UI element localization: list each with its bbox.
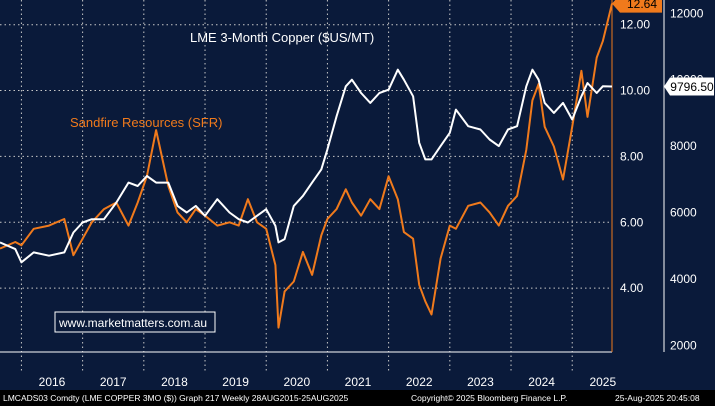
sfr-title: Sandfire Resources (SFR)	[70, 115, 222, 130]
left-axis-tick-label: 8.00	[620, 149, 644, 163]
copper-last-value-text: 9796.50	[670, 80, 714, 94]
sfr-last-value-label: 12.64	[612, 0, 662, 13]
year-tick-label: 2016	[39, 375, 66, 389]
watermark-box	[54, 311, 216, 333]
right-axis-tick-label: 6000	[670, 206, 697, 220]
year-tick-label: 2021	[345, 375, 372, 389]
sfr-last-value-tag	[612, 0, 662, 13]
year-tick-label: 2024	[528, 375, 555, 389]
left-axis-tick-label: 4.00	[620, 281, 644, 295]
year-tick-label: 2019	[222, 375, 249, 389]
left-axis-tick-label: 6.00	[620, 215, 644, 229]
footer-source: LMCADS03 Comdty (LME COPPER 3MO ($)) Gra…	[3, 393, 349, 403]
value-labels: 12.64 9796.50	[612, 0, 714, 96]
axes: 2016 2017 2018 2019 2020 2021 2022 2023 2024 2025…	[0, 0, 704, 389]
chart: 2016 2017 2018 2019 2020 2021 2022 2023 2024 2025…	[0, 0, 715, 390]
footer-timestamp: 25-Aug-2025 20:45:08	[615, 393, 700, 403]
sfr-series-line	[0, 3, 613, 329]
year-tick-label: 2018	[161, 375, 188, 389]
right-axis-tick-label: 12000	[670, 6, 704, 20]
left-axis-tick-label: 10.00	[620, 84, 650, 98]
year-tick-label: 2023	[467, 375, 494, 389]
right-axis-tick-label: 4000	[670, 272, 697, 286]
year-tick-label: 2025	[589, 375, 616, 389]
copper-last-value-label: 9796.50	[664, 77, 714, 96]
left-axis-tick-label: 12.00	[620, 18, 650, 32]
right-axis-tick-label: 2000	[670, 338, 697, 352]
footer-bar: LMCADS03 Comdty (LME COPPER 3MO ($)) Gra…	[0, 390, 715, 406]
copper-title: LME 3-Month Copper ($US/MT)	[190, 30, 374, 45]
sfr-last-value-text: 12.64	[627, 0, 657, 11]
copper-last-value-tag	[664, 77, 714, 96]
year-tick-label: 2022	[406, 375, 433, 389]
footer-copyright: Copyright© 2025 Bloomberg Finance L.P.	[411, 393, 568, 403]
year-tick-label: 2017	[100, 375, 127, 389]
copper-series-line	[0, 68, 613, 264]
right-axis-tick-label: 8000	[670, 139, 697, 153]
series-layer	[0, 3, 613, 329]
watermark-text: www.marketmatters.com.au	[58, 316, 207, 330]
gridlines	[0, 0, 612, 372]
year-tick-label: 2020	[283, 375, 310, 389]
